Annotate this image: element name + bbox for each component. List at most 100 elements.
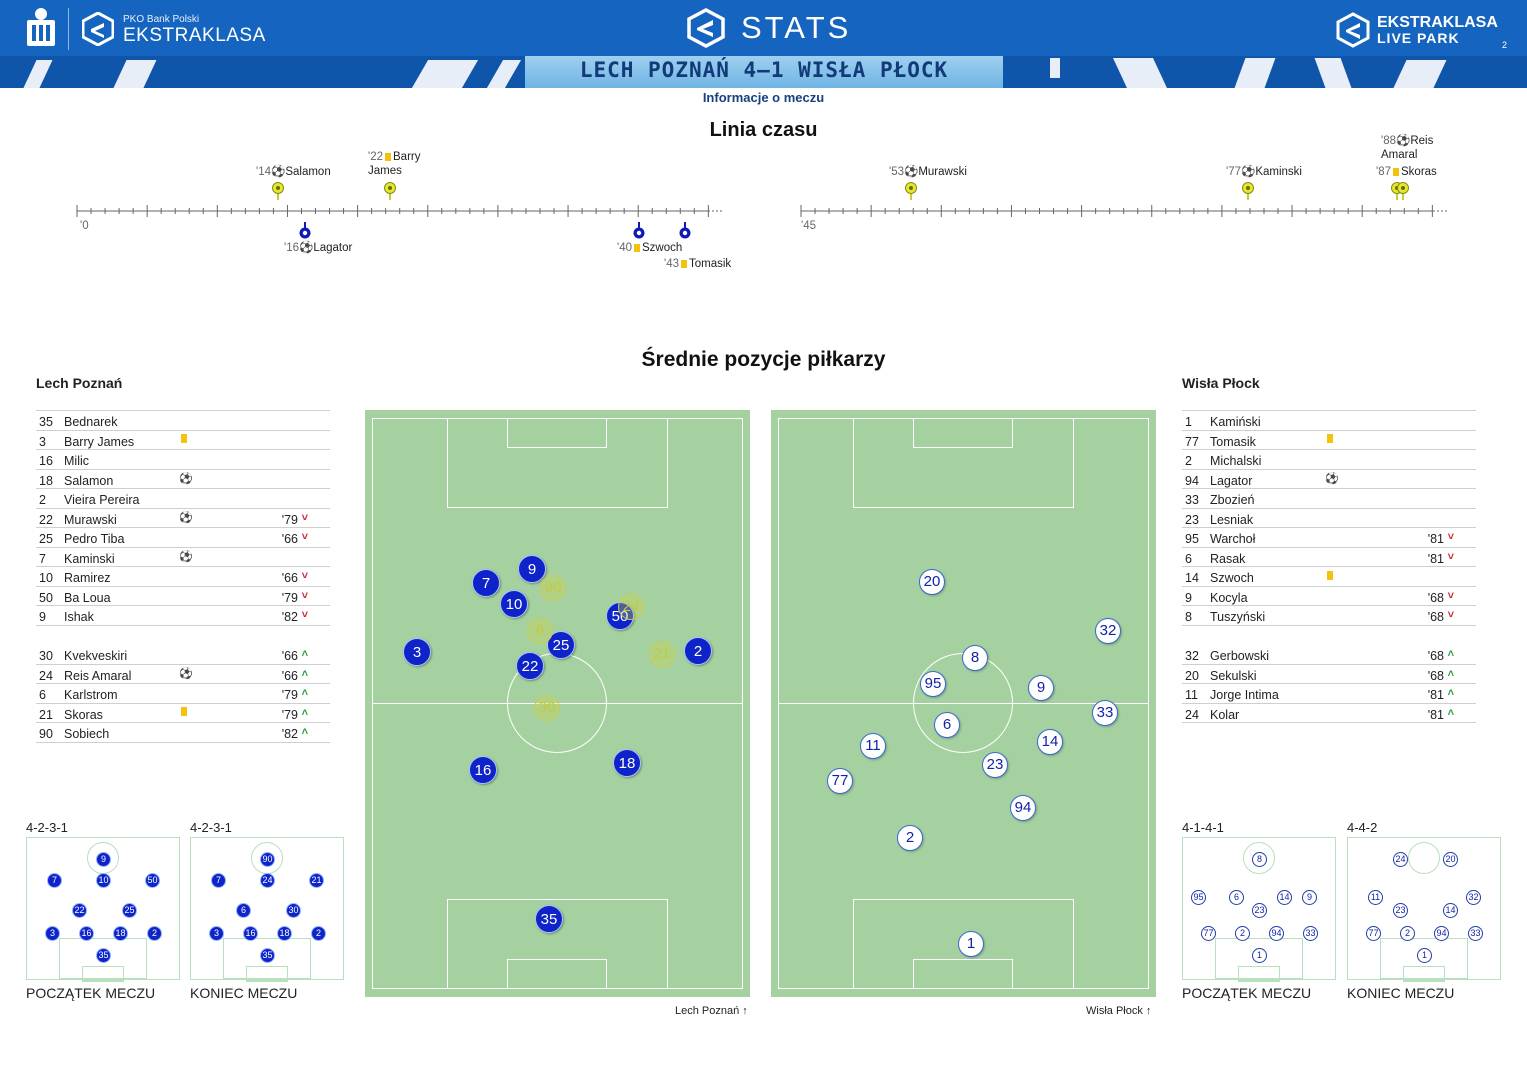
decor-stripe bbox=[1050, 58, 1060, 78]
event-minute: '16 bbox=[284, 242, 299, 254]
player-name: Kocyla bbox=[1210, 590, 1248, 605]
player-number: 2 bbox=[1185, 454, 1192, 468]
player-row: 7 Kaminski ⚽ bbox=[36, 548, 330, 567]
player-number: 25 bbox=[39, 532, 53, 546]
player-name: Szwoch bbox=[1210, 571, 1254, 585]
player-name: Kvekveskiri bbox=[64, 649, 128, 663]
away-formation-end-pitch: 24 20 11 32 23 14 77 2 94 33 1 bbox=[1347, 837, 1501, 982]
formation-player-marker: 18 bbox=[277, 926, 292, 941]
player-row: 35 Bednarek bbox=[36, 411, 330, 431]
formation-player-marker: 20 bbox=[1443, 852, 1458, 867]
timeline-axes bbox=[76, 182, 1449, 239]
sub-minute: '81 bbox=[1427, 707, 1444, 722]
sub-minute: '66 bbox=[281, 571, 298, 585]
ball-icon: ⚽ bbox=[179, 667, 193, 680]
player-position-marker: 7 bbox=[472, 569, 500, 597]
arrow-up-icon: ↑ bbox=[1145, 1005, 1152, 1017]
player-name: Vieira Pereira bbox=[64, 493, 140, 507]
event-player: Tomasik bbox=[689, 258, 732, 270]
player-number: 22 bbox=[39, 512, 53, 527]
player-number: 7 bbox=[39, 551, 46, 566]
stats-logo-icon bbox=[686, 8, 726, 53]
player-number: 11 bbox=[1185, 688, 1198, 702]
event-player: Reis Amaral bbox=[1381, 135, 1434, 161]
player-name: Ramirez bbox=[64, 571, 111, 585]
header-divider bbox=[68, 8, 69, 50]
formation-player-marker: 10 bbox=[96, 873, 111, 888]
sub-player-position-marker: 90 bbox=[540, 575, 566, 601]
player-name: Sekulski bbox=[1210, 668, 1257, 683]
ball-icon: ⚽ bbox=[271, 166, 286, 178]
formation-player-marker: 18 bbox=[113, 926, 128, 941]
formation-player-marker: 33 bbox=[1303, 926, 1318, 941]
yellow-card-icon bbox=[1325, 433, 1335, 445]
player-row: 9 Kocyla '68 ˅ bbox=[1182, 587, 1476, 606]
yellow-card-icon bbox=[1393, 167, 1399, 176]
home-formation-start: 4-2-3-1 bbox=[26, 820, 68, 835]
sub-off-arrow-icon: ˅ bbox=[301, 570, 308, 582]
yellow-card-icon bbox=[179, 433, 189, 445]
sub-minute: '81 bbox=[1427, 688, 1444, 702]
formation-player-marker: 25 bbox=[122, 903, 137, 918]
player-name: Gerbowski bbox=[1210, 649, 1270, 663]
event-player: Lagator bbox=[313, 242, 353, 254]
player-row: 30 Kvekveskiri '66 ˄ bbox=[36, 645, 330, 665]
sub-minute: '68 bbox=[1427, 668, 1444, 683]
player-number: 90 bbox=[39, 727, 53, 741]
event-player: Murawski bbox=[918, 166, 967, 178]
sub-minute: '79 bbox=[281, 512, 298, 527]
away-caption-end: KONIEC MECZU bbox=[1347, 985, 1455, 1001]
formation-player-marker: 3 bbox=[45, 926, 60, 941]
sub-on-arrow-icon: ˄ bbox=[1447, 687, 1454, 699]
sub-on-arrow-icon: ˄ bbox=[301, 648, 308, 660]
match-info-link[interactable]: Informacje o meczu bbox=[702, 90, 825, 105]
player-position-marker: 18 bbox=[613, 749, 641, 777]
mini-pitch-line bbox=[1238, 966, 1280, 979]
event-player: Szwoch bbox=[642, 242, 683, 254]
player-number: 21 bbox=[39, 707, 53, 722]
player-position-marker: 2 bbox=[897, 825, 923, 851]
player-position-marker: 9 bbox=[518, 555, 546, 583]
sub-minute: '82 bbox=[281, 727, 298, 741]
timeline-event: '22 Barry James bbox=[368, 150, 438, 178]
formation-player-marker: 3 bbox=[209, 926, 224, 941]
formation-player-marker: 6 bbox=[236, 903, 251, 918]
sub-off-arrow-icon: ˅ bbox=[1447, 589, 1454, 602]
formation-player-marker: 77 bbox=[1201, 926, 1216, 941]
player-row: 9 Ishak '82 ˅ bbox=[36, 606, 330, 626]
formation-player-marker: 1 bbox=[1417, 948, 1432, 963]
live-park-line2: LIVE PARK bbox=[1377, 30, 1460, 46]
player-name: Karlstrom bbox=[64, 688, 118, 702]
away-formation-start-pitch: 8 95 6 14 9 23 77 2 94 33 1 bbox=[1182, 837, 1336, 982]
event-player: Barry James bbox=[368, 151, 421, 177]
formation-player-marker: 35 bbox=[96, 948, 111, 963]
formation-player-marker: 22 bbox=[72, 903, 87, 918]
sub-minute: '68 bbox=[1427, 590, 1444, 605]
player-number: 23 bbox=[1185, 512, 1199, 527]
player-row: 32 Gerbowski '68 ˄ bbox=[1182, 645, 1476, 665]
player-position-marker: 14 bbox=[1037, 729, 1063, 755]
mini-pitch-line bbox=[1243, 842, 1275, 874]
formation-player-marker: 14 bbox=[1443, 903, 1458, 918]
player-row: 14 Szwoch bbox=[1182, 567, 1476, 587]
list-gap bbox=[36, 626, 330, 646]
formation-player-marker: 11 bbox=[1368, 890, 1383, 905]
formation-player-marker: 6 bbox=[1229, 890, 1244, 905]
player-number: 2 bbox=[39, 493, 46, 507]
yellow-card-icon bbox=[681, 259, 687, 268]
player-name: Murawski bbox=[64, 512, 117, 527]
formation-player-marker: 7 bbox=[211, 873, 226, 888]
sub-off-arrow-icon: ˅ bbox=[1447, 609, 1454, 621]
home-team-name: Lech Poznań bbox=[36, 375, 123, 391]
formation-player-marker: 30 bbox=[286, 903, 301, 918]
player-name: Bednarek bbox=[64, 415, 118, 429]
player-number: 6 bbox=[39, 688, 46, 702]
sub-off-arrow-icon: ˅ bbox=[301, 609, 308, 621]
player-row: 95 Warchoł '81 ˅ bbox=[1182, 528, 1476, 548]
mini-pitch-line bbox=[246, 966, 288, 979]
player-number: 10 bbox=[39, 571, 53, 585]
away-pitch: 20 32 8 95 9 6 33 11 14 23 77 94 2 1 bbox=[771, 410, 1156, 997]
timeline-event: '53⚽Murawski bbox=[889, 165, 967, 179]
sub-minute: '81 bbox=[1427, 532, 1444, 546]
player-position-marker: 2 bbox=[684, 637, 712, 665]
